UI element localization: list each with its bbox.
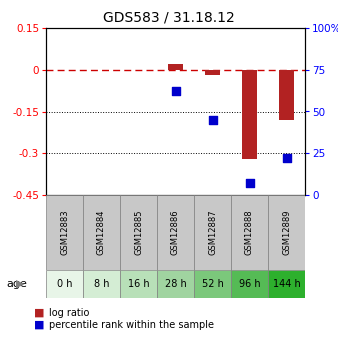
Bar <box>231 195 268 270</box>
Bar <box>120 270 157 298</box>
Bar <box>268 270 305 298</box>
Text: 96 h: 96 h <box>239 279 260 289</box>
Point <box>284 156 289 161</box>
Text: 16 h: 16 h <box>128 279 149 289</box>
Bar <box>46 195 83 270</box>
Text: percentile rank within the sample: percentile rank within the sample <box>49 320 214 330</box>
Bar <box>268 195 305 270</box>
Point <box>173 89 178 94</box>
Point <box>247 180 252 186</box>
Text: age: age <box>7 279 28 289</box>
Bar <box>120 195 157 270</box>
Point <box>210 117 215 122</box>
Text: GSM12888: GSM12888 <box>245 210 254 255</box>
Text: ■: ■ <box>34 308 44 318</box>
Bar <box>168 63 183 70</box>
Text: GSM12889: GSM12889 <box>282 210 291 255</box>
Text: GSM12884: GSM12884 <box>97 210 106 255</box>
Text: log ratio: log ratio <box>49 308 89 318</box>
Bar <box>157 270 194 298</box>
Bar <box>231 270 268 298</box>
Text: GSM12887: GSM12887 <box>208 210 217 255</box>
Bar <box>157 195 194 270</box>
Bar <box>83 195 120 270</box>
Text: GDS583 / 31.18.12: GDS583 / 31.18.12 <box>103 10 235 24</box>
Bar <box>205 70 220 75</box>
Text: 52 h: 52 h <box>201 279 223 289</box>
Bar <box>279 70 294 120</box>
Text: ▶: ▶ <box>17 279 25 289</box>
Bar <box>242 70 257 159</box>
Text: 144 h: 144 h <box>273 279 300 289</box>
Text: GSM12885: GSM12885 <box>134 210 143 255</box>
Text: ■: ■ <box>34 320 44 330</box>
Text: 8 h: 8 h <box>94 279 109 289</box>
Bar <box>46 270 83 298</box>
Bar <box>83 270 120 298</box>
Bar <box>194 270 231 298</box>
Text: GSM12886: GSM12886 <box>171 210 180 255</box>
Text: GSM12883: GSM12883 <box>60 210 69 255</box>
Bar <box>194 195 231 270</box>
Text: 28 h: 28 h <box>165 279 186 289</box>
Text: 0 h: 0 h <box>57 279 72 289</box>
